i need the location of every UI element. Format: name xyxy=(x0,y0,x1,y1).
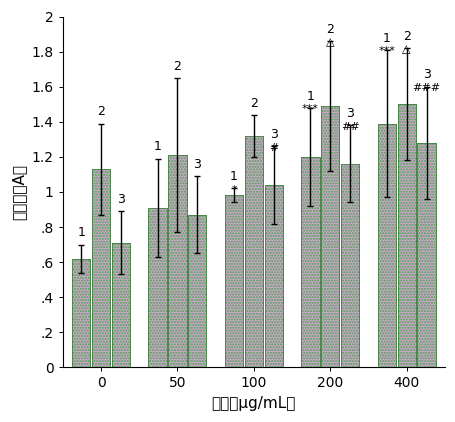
Bar xyxy=(416,143,435,367)
Bar xyxy=(148,208,167,367)
Bar xyxy=(91,169,110,367)
Text: ***: *** xyxy=(378,46,394,57)
Text: 2: 2 xyxy=(97,106,105,118)
Text: 1: 1 xyxy=(382,32,390,45)
Bar xyxy=(111,243,130,367)
Bar xyxy=(148,208,167,367)
Bar xyxy=(301,157,319,367)
Bar xyxy=(416,143,435,367)
Text: ***: *** xyxy=(301,104,318,114)
Text: △: △ xyxy=(402,45,410,55)
Bar xyxy=(264,185,282,367)
Bar xyxy=(340,164,359,367)
Text: 2: 2 xyxy=(326,23,334,36)
Text: 2: 2 xyxy=(402,30,410,43)
Bar xyxy=(244,136,263,367)
Bar xyxy=(91,169,110,367)
Bar xyxy=(397,104,415,367)
Text: *: * xyxy=(231,185,236,195)
Bar xyxy=(168,155,186,367)
Text: 3: 3 xyxy=(269,128,277,141)
Bar xyxy=(168,155,186,367)
Text: 2: 2 xyxy=(173,60,181,73)
Bar xyxy=(188,215,206,367)
Bar xyxy=(188,215,206,367)
Bar xyxy=(340,164,359,367)
Text: 1: 1 xyxy=(77,226,85,239)
Bar xyxy=(224,195,243,367)
Text: ###: ### xyxy=(412,83,440,93)
X-axis label: 浓度（μg/mL）: 浓度（μg/mL） xyxy=(211,396,295,411)
Text: ##: ## xyxy=(340,122,359,132)
Bar xyxy=(244,136,263,367)
Bar xyxy=(111,243,130,367)
Text: 1: 1 xyxy=(306,89,313,103)
Text: 3: 3 xyxy=(193,158,201,171)
Bar xyxy=(301,157,319,367)
Text: 1: 1 xyxy=(229,170,238,183)
Text: 3: 3 xyxy=(422,68,430,81)
Y-axis label: 吸光度（A）: 吸光度（A） xyxy=(11,164,26,220)
Text: 1: 1 xyxy=(153,141,161,153)
Text: △: △ xyxy=(325,38,334,48)
Text: 3: 3 xyxy=(116,193,125,206)
Text: #: # xyxy=(268,143,278,153)
Text: 3: 3 xyxy=(345,107,353,120)
Bar xyxy=(264,185,282,367)
Bar xyxy=(72,259,90,367)
Bar xyxy=(224,195,243,367)
Bar xyxy=(397,104,415,367)
Text: 2: 2 xyxy=(249,97,257,110)
Bar xyxy=(377,124,395,367)
Bar xyxy=(320,106,339,367)
Bar xyxy=(320,106,339,367)
Bar xyxy=(377,124,395,367)
Bar xyxy=(72,259,90,367)
